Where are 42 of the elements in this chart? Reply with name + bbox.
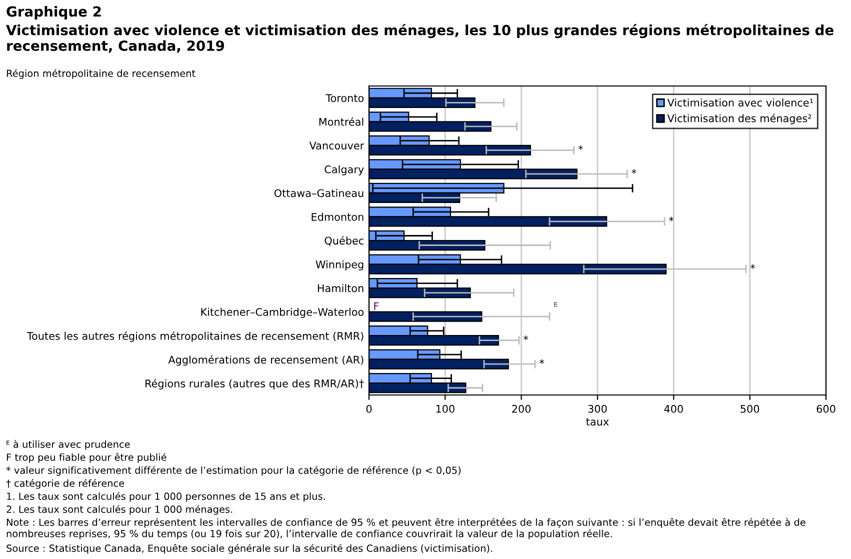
text: Graphique 2 (6, 6, 101, 20)
x-tick-label: 400 (664, 404, 683, 413)
y-tick-label: Calgary (324, 165, 364, 176)
text: 2. Les taux sont calculés pour 1 000 ménages. (6, 505, 232, 515)
y-tick-label: Hamilton (318, 284, 364, 292)
source-note: Source : Statistique Canada, Enquête sociale générale sur la sécurité des Canadiens (victimisation). (6, 544, 492, 554)
y-tick-label: Winnipeg (316, 260, 364, 270)
x-tick-label: 100 (436, 404, 454, 413)
annotation: * (750, 264, 756, 269)
annotation: * (669, 216, 674, 222)
y-tick-label: Edmonton (312, 212, 364, 221)
y-tick-label: Montréal (319, 117, 364, 126)
y-tick-label: Kitchener–Cambridge–Waterloo (201, 308, 364, 318)
x-tick-label: 600 (816, 404, 836, 413)
x-axis-title: taux (586, 418, 609, 426)
text: ᴱ à utiliser avec prudence (6, 440, 130, 450)
text: * valeur significativement différente de l’estimation pour la catégorie de référence (p < 0,05) (6, 466, 461, 476)
y-tick-label: Agglomérations de recensement (AR) (168, 355, 364, 366)
y-tick-label: Québec (324, 236, 364, 246)
y-tick-label: Ottawa–Gatineau (274, 189, 364, 198)
legend-label: Victimisation des ménages² (667, 114, 812, 124)
y-tick-label: Vancouver (309, 142, 364, 150)
chart-subtitle: Victimisation avec violence et victimisation des ménages, les 10 plus grandes régions métropolitaines de recensement, Canada, 2019 (6, 24, 834, 53)
annotation: * (524, 335, 528, 340)
text: Note : Les barres d’erreur représentent les intervalles de confiance de 95 % et peuvent être interprétées de la façon suivante : si l’enquête devait être répétée à de nombreuses reprises, 95 % du temps (ou 19 fois sur 20), l’intervalle de confiance couvrirait la valeur de la population réelle. (6, 518, 806, 540)
x-tick-label: 200 (512, 404, 531, 413)
y-tick-label: Toutes les autres régions métropolitaines de recensement (RMR) (26, 331, 364, 342)
annotation: * (632, 169, 636, 174)
text: F trop peu fiable pour être publié (6, 453, 166, 463)
x-tick-label: 0 (366, 404, 372, 413)
x-tick-label: 300 (588, 404, 607, 413)
y-tick-label: Toronto (326, 94, 364, 102)
annotation: * (578, 145, 583, 150)
annotation: F (374, 302, 379, 310)
x-tick-label: 500 (740, 404, 760, 413)
y-axis-title: Région métropolitaine de recensement (6, 69, 196, 79)
text: † catégorie de référence (6, 479, 124, 489)
text: 1. Les taux sont calculés pour 1 000 personnes de 15 ans et plus. (7, 492, 325, 502)
legend-label: Victimisation avec violence¹ (667, 98, 813, 107)
annotation: * (540, 359, 544, 364)
annotation: ᴱ (554, 302, 558, 307)
y-tick-label: Régions rurales (autres que des RMR/AR)† (146, 378, 364, 390)
